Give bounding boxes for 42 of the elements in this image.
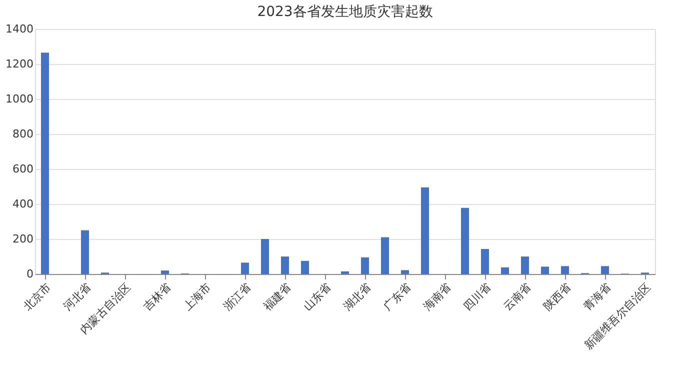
y-tick-label: 1200 xyxy=(6,58,34,70)
bar xyxy=(341,271,349,274)
y-tick-label: 200 xyxy=(12,232,34,246)
x-tick-label: 山东省 xyxy=(300,280,334,314)
chart-title: 2023各省发生地质灾害起数 xyxy=(257,4,433,20)
y-tick-label: 1400 xyxy=(6,22,34,36)
bar xyxy=(541,266,549,274)
y-tick-label: 1000 xyxy=(6,92,34,106)
x-tick-label: 吉林省 xyxy=(140,280,174,314)
x-tick-label: 云南省 xyxy=(500,280,534,314)
x-tick-label: 青海省 xyxy=(580,280,614,314)
x-tick-label: 浙江省 xyxy=(220,280,254,314)
x-tick-label: 北京市 xyxy=(20,280,54,314)
x-tick-label: 河北省 xyxy=(60,280,94,314)
y-tick-label: 800 xyxy=(12,128,34,140)
bar xyxy=(401,270,409,274)
bar xyxy=(261,239,269,274)
bar xyxy=(301,260,309,274)
x-tick-label: 四川省 xyxy=(460,280,494,314)
bar xyxy=(561,266,569,274)
bar xyxy=(601,266,609,274)
x-tick-label: 海南省 xyxy=(420,280,454,314)
bar xyxy=(241,262,249,274)
bar xyxy=(281,256,289,274)
x-tick-label: 上海市 xyxy=(180,280,214,314)
bar xyxy=(521,256,529,274)
y-tick-label: 400 xyxy=(12,198,34,210)
x-tick-label: 福建省 xyxy=(260,280,294,314)
x-tick-label: 陕西省 xyxy=(540,280,574,314)
bar xyxy=(481,248,489,274)
y-tick-label: 0 xyxy=(26,268,34,280)
x-tick-label: 广东省 xyxy=(380,280,414,314)
bar xyxy=(361,257,369,274)
bar xyxy=(381,237,389,274)
bar xyxy=(501,267,509,274)
bar xyxy=(81,230,89,274)
bar xyxy=(461,208,469,274)
bar xyxy=(421,187,429,274)
bar xyxy=(161,270,169,274)
y-tick-label: 600 xyxy=(12,162,34,176)
bar xyxy=(41,52,49,274)
x-tick-label: 湖北省 xyxy=(340,280,374,314)
